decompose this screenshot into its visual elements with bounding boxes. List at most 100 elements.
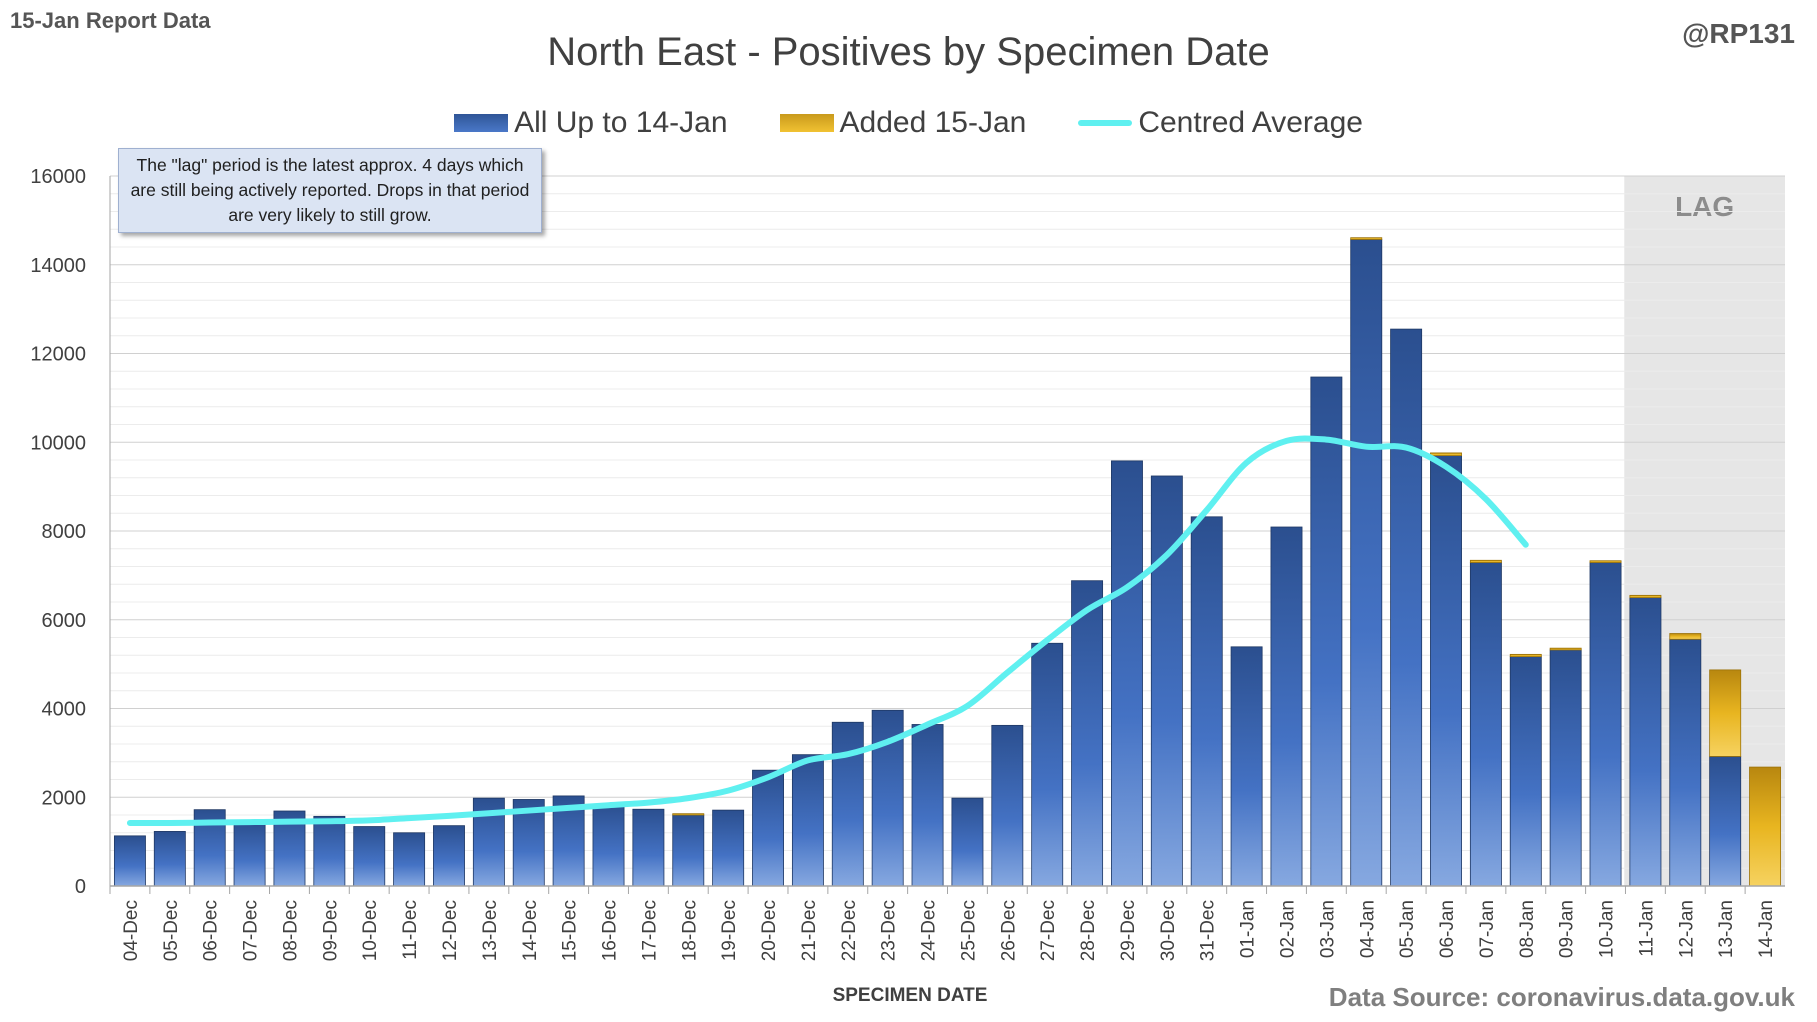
x-tick-label: 04-Jan	[1357, 900, 1378, 958]
x-tick-label: 20-Dec	[759, 900, 780, 961]
lag-note: The "lag" period is the latest approx. 4…	[118, 148, 542, 233]
bar-all-up-to-14jan	[592, 804, 625, 887]
x-tick-label: 07-Jan	[1477, 900, 1498, 958]
x-tick-label: 30-Dec	[1158, 900, 1179, 961]
bar-all-up-to-14jan	[991, 724, 1024, 887]
bar-all-up-to-14jan	[712, 809, 745, 887]
bar-all-up-to-14jan	[1469, 562, 1502, 887]
bar-all-up-to-14jan	[393, 832, 426, 887]
x-tick-label: 14-Jan	[1756, 900, 1777, 958]
x-tick-label: 22-Dec	[839, 900, 860, 961]
bar-all-up-to-14jan	[1350, 239, 1383, 887]
bar-all-up-to-14jan	[752, 769, 784, 887]
x-tick-label: 19-Dec	[719, 900, 740, 961]
bar-added-15jan	[1509, 653, 1542, 657]
legend-swatch-average	[1078, 120, 1133, 126]
x-tick-label: 04-Dec	[121, 900, 142, 961]
x-tick-label: 09-Jan	[1557, 900, 1578, 958]
x-tick-label: 31-Dec	[1198, 900, 1219, 961]
y-tick-label: 6000	[42, 610, 87, 632]
x-tick-label: 18-Dec	[679, 900, 700, 961]
x-tick-label: 27-Dec	[1038, 900, 1059, 961]
x-tick-label: 07-Dec	[241, 900, 262, 961]
x-tick-label: 10-Dec	[360, 900, 381, 961]
x-tick-label: 12-Jan	[1676, 900, 1697, 958]
legend-item-all: All Up to 14-Jan	[454, 106, 728, 140]
legend-swatch-added	[779, 114, 834, 132]
bar-all-up-to-14jan	[233, 822, 266, 887]
y-tick-label: 16000	[30, 166, 86, 188]
bar-all-up-to-14jan	[672, 814, 705, 887]
x-tick-label: 09-Dec	[320, 900, 341, 961]
bar-added-15jan	[1749, 766, 1782, 887]
x-tick-label: 24-Dec	[919, 900, 940, 961]
x-tick-label: 02-Jan	[1277, 900, 1298, 958]
bar-all-up-to-14jan	[831, 721, 864, 887]
legend-item-added: Added 15-Jan	[779, 106, 1027, 140]
author-handle: @RP131	[1682, 18, 1795, 49]
bar-added-15jan	[672, 813, 705, 816]
y-tick-label: 14000	[30, 255, 86, 277]
x-tick-label: 13-Jan	[1716, 900, 1737, 958]
x-axis-title: SPECIMEN DATE	[832, 985, 988, 1006]
bar-all-up-to-14jan	[911, 724, 944, 887]
bar-all-up-to-14jan	[1390, 328, 1423, 887]
bar-all-up-to-14jan	[1589, 562, 1622, 887]
bar-all-up-to-14jan	[1709, 756, 1742, 887]
legend-label-average: Centred Average	[1138, 106, 1363, 139]
x-tick-label: 01-Jan	[1238, 900, 1259, 958]
bar-added-15jan	[1549, 647, 1582, 651]
x-tick-label: 05-Jan	[1397, 900, 1418, 958]
bar-all-up-to-14jan	[113, 835, 146, 887]
bar-all-up-to-14jan	[1230, 646, 1263, 887]
bar-all-up-to-14jan	[1629, 597, 1662, 887]
legend-item-average: Centred Average	[1078, 106, 1363, 140]
bar-all-up-to-14jan	[1310, 376, 1343, 887]
y-tick-label: 0	[75, 876, 86, 898]
x-tick-label: 12-Dec	[440, 900, 461, 961]
x-tick-label: 11-Dec	[400, 900, 421, 960]
legend-label-added: Added 15-Jan	[839, 106, 1027, 139]
x-tick-label: 10-Jan	[1597, 900, 1618, 958]
data-source: Data Source: coronavirus.data.gov.uk	[1328, 982, 1795, 1012]
bar-added-15jan	[1669, 633, 1702, 640]
report-label: 15-Jan Report Data	[10, 8, 211, 33]
bar-added-15jan	[1629, 594, 1662, 598]
bar-all-up-to-14jan	[791, 754, 824, 887]
bar-all-up-to-14jan	[153, 831, 186, 887]
bar-all-up-to-14jan	[313, 815, 346, 887]
bar-all-up-to-14jan	[1549, 649, 1582, 887]
x-tick-label: 06-Dec	[201, 900, 222, 961]
x-tick-label: 06-Jan	[1437, 900, 1458, 958]
bar-all-up-to-14jan	[1270, 526, 1303, 887]
x-tick-label: 11-Jan	[1636, 900, 1657, 957]
x-tick-label: 14-Dec	[520, 900, 541, 961]
bar-added-15jan	[1709, 669, 1742, 757]
y-tick-label: 8000	[42, 521, 87, 543]
x-tick-label: 17-Dec	[639, 900, 660, 961]
bar-all-up-to-14jan	[1150, 475, 1183, 887]
x-tick-label: 16-Dec	[600, 900, 621, 961]
bar-all-up-to-14jan	[1190, 516, 1223, 887]
y-tick-label: 10000	[30, 432, 86, 454]
lag-label: LAG	[1675, 191, 1734, 222]
bar-all-up-to-14jan	[433, 825, 465, 887]
x-tick-label: 05-Dec	[161, 900, 182, 961]
chart-title: North East - Positives by Specimen Date	[547, 30, 1270, 74]
bar-added-15jan	[1589, 560, 1622, 563]
bar-added-15jan	[1350, 237, 1383, 240]
bar-all-up-to-14jan	[1430, 455, 1462, 887]
y-tick-label: 4000	[42, 699, 87, 721]
x-tick-label: 23-Dec	[879, 900, 900, 961]
x-tick-label: 08-Dec	[280, 900, 301, 961]
bar-all-up-to-14jan	[632, 808, 665, 887]
legend-label-all: All Up to 14-Jan	[514, 106, 728, 139]
x-tick-label: 08-Jan	[1517, 900, 1538, 958]
x-tick-label: 03-Jan	[1317, 900, 1338, 958]
x-tick-label: 29-Dec	[1118, 900, 1139, 961]
x-tick-label: 21-Dec	[799, 900, 820, 961]
bar-added-15jan	[1430, 452, 1462, 456]
x-tick-label: 28-Dec	[1078, 900, 1099, 961]
